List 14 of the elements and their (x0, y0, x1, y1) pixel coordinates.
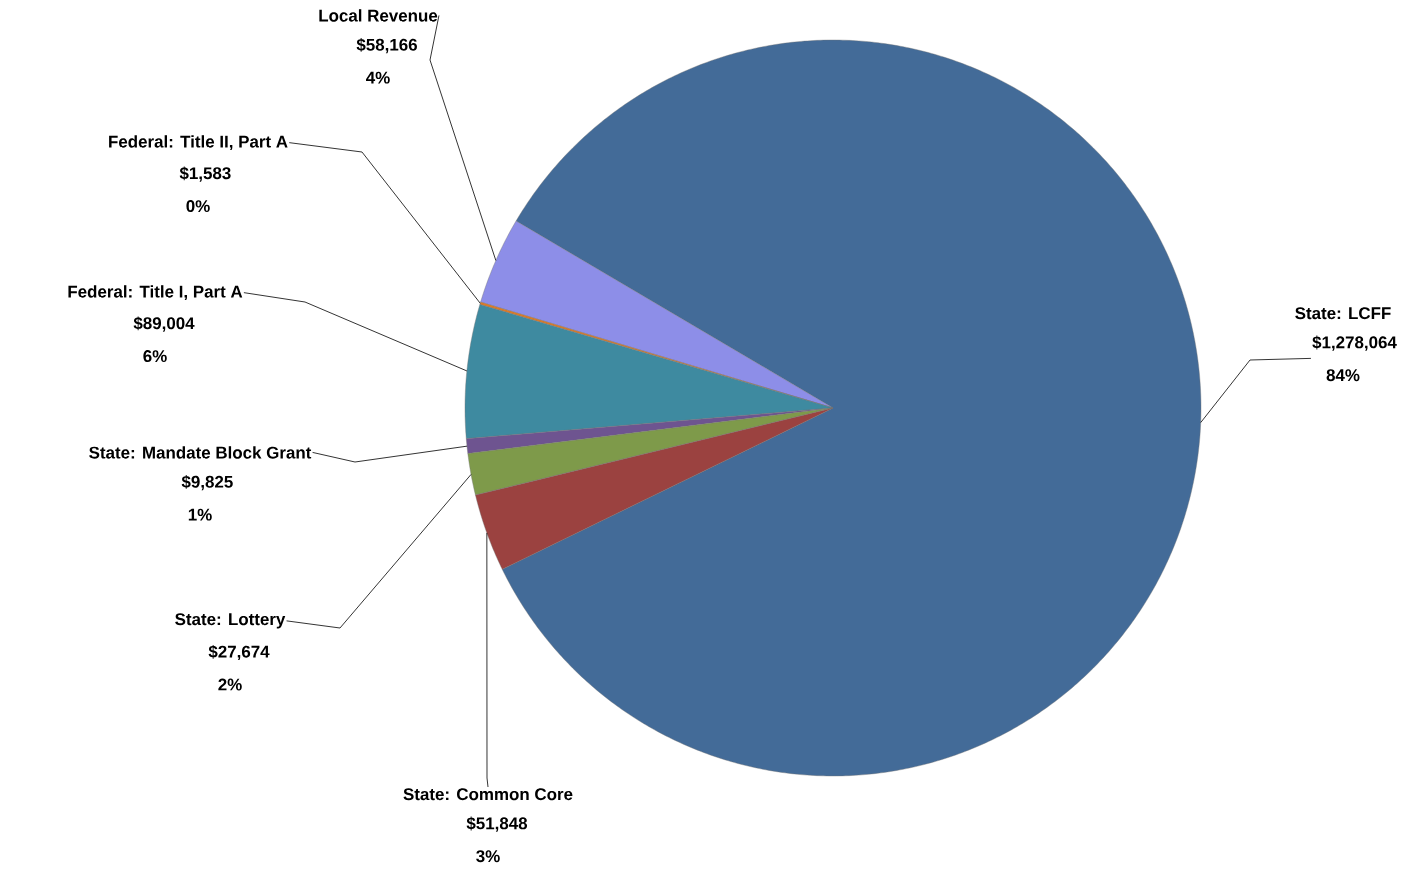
slice-label: Federal: Title II, Part A (109, 135, 288, 151)
data-label: $1,278,064 84% (1312, 335, 1397, 382)
data-label: $9,825 1% (181, 475, 233, 521)
slice-label: State: LCFF (1295, 307, 1391, 320)
slice-label: State: Common Core (403, 788, 573, 801)
slice-label: Local Revenue (319, 9, 438, 22)
data-label: $1,583 0% (179, 166, 231, 213)
data-label: $89,004 6% (133, 316, 195, 363)
data-label: $51,848 3% (466, 816, 528, 863)
data-label: $27,674 2% (208, 644, 270, 691)
slice-label: State: Lottery (175, 613, 286, 629)
data-label: $58,166 4% (356, 38, 417, 84)
slice-label: State: Mandate Block Grant (89, 446, 312, 459)
slice-label: Federal: Title I, Part A (68, 285, 243, 301)
